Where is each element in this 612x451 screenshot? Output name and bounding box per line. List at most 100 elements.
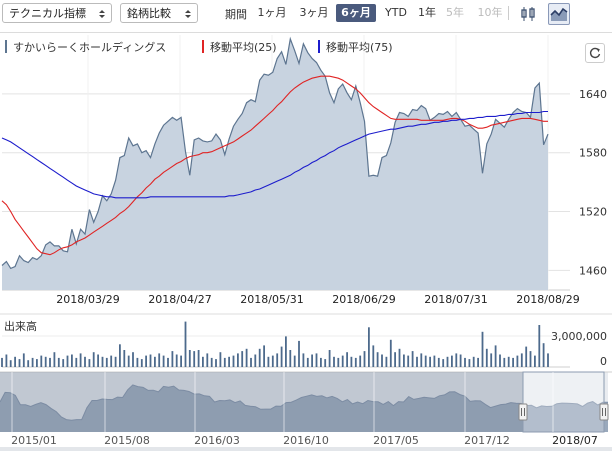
volume-bar	[311, 354, 313, 367]
volume-bar	[79, 353, 82, 367]
volume-bar	[459, 354, 462, 367]
volume-bar	[398, 348, 401, 367]
technical-indicator-dropdown[interactable]: テクニカル指標	[2, 3, 112, 23]
volume-bar	[202, 356, 204, 367]
volume-bar	[354, 357, 357, 367]
volume-bar	[359, 355, 362, 367]
volume-bar	[18, 359, 21, 367]
volume-tick-label: 3,000,000	[551, 330, 607, 343]
volume-bar	[315, 353, 318, 367]
navigator-handle[interactable]	[599, 403, 609, 421]
volume-bar	[455, 353, 458, 367]
volume-bar	[193, 351, 196, 367]
period-tab-2[interactable]: 6ヶ月	[336, 4, 376, 22]
navigator-tick-label: 2016/03	[194, 434, 240, 447]
legend-label: すかいらーくホールディングス	[13, 40, 166, 54]
volume-bar	[424, 355, 427, 367]
volume-bar	[188, 350, 191, 367]
navigator-scrollbar[interactable]	[0, 447, 612, 451]
legend-label: 移動平均(25)	[210, 40, 277, 54]
volume-bar	[481, 331, 484, 367]
volume-bar	[525, 346, 528, 367]
volume-bar	[258, 348, 261, 367]
volume-bar	[451, 355, 453, 367]
volume-bar	[228, 356, 230, 367]
volume-bar	[538, 325, 541, 367]
period-tab-4[interactable]: 1年	[418, 6, 436, 19]
period-tab-3[interactable]: YTD	[385, 6, 407, 19]
x-tick-label: 2018/06/29	[332, 293, 395, 306]
volume-bar	[75, 357, 78, 367]
volume-bar	[442, 359, 445, 367]
volume-bar	[472, 356, 475, 367]
navigator-line	[0, 384, 608, 421]
volume-bar	[280, 346, 283, 367]
volume-bar	[62, 359, 65, 367]
volume-bar	[245, 348, 248, 367]
volume-bar	[66, 355, 69, 367]
navigator-tick-label: 2017/12	[464, 434, 510, 447]
volume-bar	[324, 359, 327, 367]
up-down-arrows-icon	[99, 10, 105, 18]
volume-bar	[145, 355, 147, 367]
volume-bar	[101, 356, 104, 367]
volume-bar	[499, 354, 501, 367]
navigator-selection[interactable]	[522, 371, 605, 433]
volume-title: 出来高	[4, 319, 37, 333]
volume-bar	[154, 356, 156, 367]
volume-bar	[263, 345, 265, 367]
refresh-button[interactable]	[585, 43, 605, 63]
period-label: 期間	[225, 8, 247, 21]
volume-bar	[232, 355, 235, 367]
volume-bar	[503, 357, 506, 367]
volume-bar	[22, 353, 25, 367]
volume-bar	[350, 356, 353, 367]
volume-bar	[485, 348, 488, 367]
volume-bar	[237, 353, 239, 367]
volume-bar	[40, 355, 43, 367]
navigator-tick-label: 2015/08	[104, 434, 150, 447]
volume-bar	[254, 354, 257, 367]
period-tab-5: 5年	[446, 6, 464, 19]
volume-bar	[293, 355, 296, 367]
navigator-handle[interactable]	[518, 403, 528, 421]
volume-bar	[320, 357, 322, 367]
volume-bar	[36, 359, 38, 367]
area-chart-icon[interactable]	[548, 3, 570, 25]
volume-bar	[285, 336, 287, 367]
volume-bar	[110, 355, 113, 367]
volume-bar	[114, 356, 117, 367]
volume-bar	[276, 353, 279, 367]
candlestick-icon[interactable]	[518, 3, 540, 25]
volume-bar	[403, 354, 405, 367]
period-tab-1[interactable]: 3ヶ月	[299, 6, 329, 19]
volume-bar	[346, 352, 348, 367]
volume-bar	[333, 356, 335, 367]
toolbar-divider	[508, 6, 509, 20]
volume-bar	[219, 352, 222, 367]
volume-bar	[180, 355, 182, 367]
volume-bar	[123, 350, 126, 367]
ma25-line	[1, 75, 548, 256]
volume-bar	[407, 355, 410, 367]
volume-bar	[411, 351, 414, 367]
volume-bar	[9, 360, 12, 367]
chart-top-border	[0, 32, 612, 33]
volume-bar	[119, 344, 121, 367]
navigator-tick-label: 2017/05	[373, 434, 419, 447]
y-tick-label: 1640	[579, 88, 607, 101]
volume-bar	[136, 357, 139, 367]
volume-bar	[512, 357, 514, 367]
toolbar: テクニカル指標 銘柄比較 期間 1ヶ月 3ヶ月 6ヶ月 YTD 1年 5年 10年	[0, 0, 612, 28]
volume-bar	[464, 357, 466, 367]
volume-bar	[376, 352, 379, 367]
volume-bar	[57, 357, 60, 367]
period-tab-0[interactable]: 1ヶ月	[257, 6, 287, 19]
volume-bar	[368, 327, 370, 367]
volume-bar	[520, 353, 523, 367]
volume-bar	[516, 355, 519, 367]
volume-bar	[140, 359, 143, 367]
compare-dropdown[interactable]: 銘柄比較	[120, 3, 198, 23]
volume-bar	[132, 352, 134, 367]
